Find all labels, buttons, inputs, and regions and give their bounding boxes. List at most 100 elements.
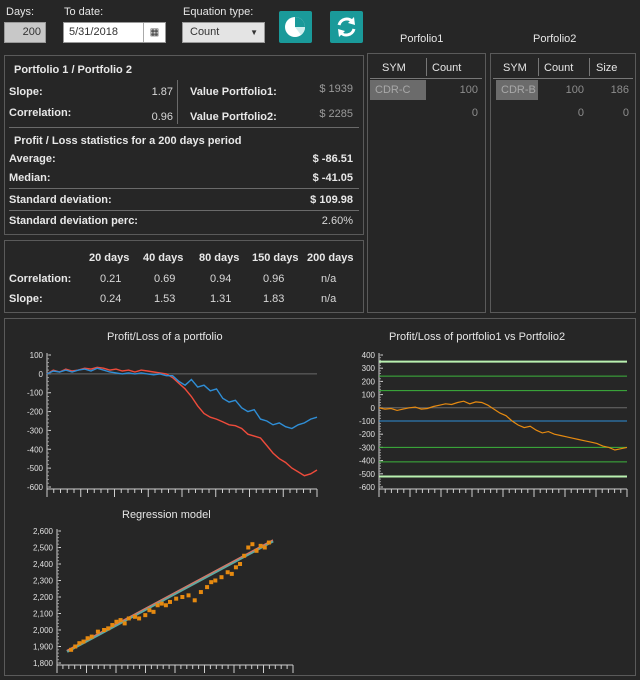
- scatter-point: [213, 578, 218, 583]
- period-header: 20 days: [89, 252, 130, 264]
- eqtype-label: Equation type:: [183, 6, 254, 18]
- scatter-point: [114, 619, 119, 624]
- table-row-count[interactable]: 0: [577, 107, 584, 119]
- y-tick-label: -300: [359, 443, 376, 452]
- todate-value: 5/31/2018: [69, 26, 118, 38]
- table-row-count[interactable]: 0: [471, 107, 478, 119]
- table-row-sym[interactable]: CDR-C: [370, 80, 426, 100]
- y-tick-label: 1,800: [33, 659, 54, 668]
- calendar-icon[interactable]: ▦: [143, 23, 165, 42]
- scatter-point: [89, 634, 94, 639]
- y-tick-label: -200: [359, 430, 376, 439]
- scatter-point: [137, 616, 142, 621]
- scatter-point: [159, 601, 164, 606]
- y-tick-label: -400: [27, 445, 44, 454]
- scatter-point: [254, 548, 259, 553]
- period-header: 40 days: [143, 252, 184, 264]
- period-corr-value: 0.21: [100, 273, 122, 285]
- todate-input[interactable]: 5/31/2018 ▦: [63, 22, 166, 43]
- scatter-point: [81, 639, 86, 644]
- vp2-value: $ 2285: [319, 108, 353, 120]
- y-tick-label: -500: [359, 470, 376, 479]
- y-tick-label: -100: [359, 417, 376, 426]
- scatter-point: [205, 585, 210, 590]
- slope-label: Slope:: [9, 86, 43, 98]
- scatter-point: [106, 626, 111, 631]
- scatter-point: [233, 565, 238, 570]
- scatter-point: [262, 545, 267, 550]
- y-tick-label: 2,500: [33, 544, 54, 553]
- scatter-point: [118, 618, 123, 623]
- period-slope-value: 1.83: [263, 293, 285, 305]
- scatter-point: [266, 540, 271, 545]
- divider: [9, 210, 359, 211]
- scatter-point: [102, 628, 107, 632]
- column-divider: [426, 58, 427, 76]
- y-tick-label: -600: [359, 483, 376, 492]
- pl-portfolio-chart: 100 0 -100 -200 -300 -400 -500 -600: [27, 351, 318, 497]
- days-input[interactable]: 200: [4, 22, 46, 43]
- scatter-point: [155, 603, 160, 608]
- scatter-point: [95, 629, 100, 634]
- avg-label: Average:: [9, 153, 56, 165]
- scatter-point: [238, 562, 243, 566]
- vp2-label: Value Portfolio2:: [190, 111, 277, 123]
- y-tick-label: -100: [27, 389, 44, 398]
- period-slope-value: 1.53: [154, 293, 176, 305]
- y-tick-label: 0: [371, 404, 376, 413]
- portfolio1-col-sym[interactable]: SYM: [382, 62, 406, 74]
- sd-value: $ 109.98: [310, 194, 353, 206]
- y-tick-label: 2,100: [33, 610, 54, 619]
- period-corr-value: n/a: [321, 273, 337, 285]
- scatter-point: [85, 636, 90, 641]
- refresh-icon: [337, 17, 356, 37]
- pie-chart-button[interactable]: [279, 11, 312, 43]
- period-header: 200 days: [307, 252, 354, 264]
- regression-chart: 2,600 2,500 2,400 2,300 2,200 2,100 2,000 1,900…: [33, 527, 294, 673]
- divider: [9, 127, 359, 128]
- portfolio1-table[interactable]: SYM Count CDR-C 100 0: [367, 53, 486, 313]
- y-tick-label: 100: [30, 351, 44, 360]
- portfolio2-col-count[interactable]: Count: [544, 62, 574, 74]
- scatter-point: [77, 641, 82, 646]
- stats-panel: Portfolio 1 / Portfolio 2 Slope: 1.87 Co…: [4, 55, 364, 235]
- table-row-size[interactable]: 0: [622, 107, 629, 119]
- corr-value: 0.96: [151, 111, 173, 123]
- refresh-button[interactable]: [330, 11, 363, 43]
- period-slope-label: Slope:: [9, 293, 43, 305]
- table-row-size[interactable]: 186: [610, 84, 629, 96]
- period-corr-value: 0.96: [263, 273, 285, 285]
- y-tick-label: 2,400: [33, 560, 54, 569]
- period-header: 80 days: [199, 252, 240, 264]
- median-label: Median:: [9, 172, 51, 184]
- portfolio1-col-count[interactable]: Count: [432, 62, 462, 74]
- avg-value: $ -86.51: [312, 153, 353, 165]
- table-row-count[interactable]: 100: [459, 84, 478, 96]
- portfolio2-table[interactable]: SYM Count Size CDR-B 100 186 0 0: [490, 53, 636, 313]
- table-row-count[interactable]: 100: [565, 84, 584, 96]
- y-tick-label: 300: [362, 364, 376, 373]
- eqtype-value: Count: [190, 26, 220, 38]
- table-row-sym[interactable]: CDR-B: [496, 80, 538, 100]
- scatter-point: [122, 621, 127, 626]
- scatter-point: [192, 598, 197, 603]
- charts-panel: Profit/Loss of a portfolio Profit/Loss o…: [4, 318, 636, 676]
- scatter-point: [180, 595, 185, 599]
- series-line-blue: [46, 367, 318, 430]
- y-tick-label: -200: [27, 408, 44, 417]
- scatter-point: [147, 608, 152, 613]
- portfolio2-col-sym[interactable]: SYM: [503, 62, 527, 74]
- slope-value: 1.87: [151, 86, 173, 98]
- scatter-point: [143, 613, 148, 618]
- scatter-point: [69, 647, 74, 652]
- sdp-value: 2.60%: [321, 215, 353, 227]
- eqtype-select[interactable]: Count ▼: [182, 22, 265, 43]
- period-slope-value: n/a: [321, 293, 337, 305]
- period-header: 150 days: [252, 252, 299, 264]
- portfolio2-col-size[interactable]: Size: [596, 62, 618, 74]
- chart2-title: Profit/Loss of portfolio1 vs Portfolio2: [389, 331, 566, 343]
- series-line-orange: [378, 400, 628, 451]
- column-divider: [589, 58, 590, 76]
- series-line-red: [46, 366, 318, 477]
- y-tick-label: 1,900: [33, 643, 54, 652]
